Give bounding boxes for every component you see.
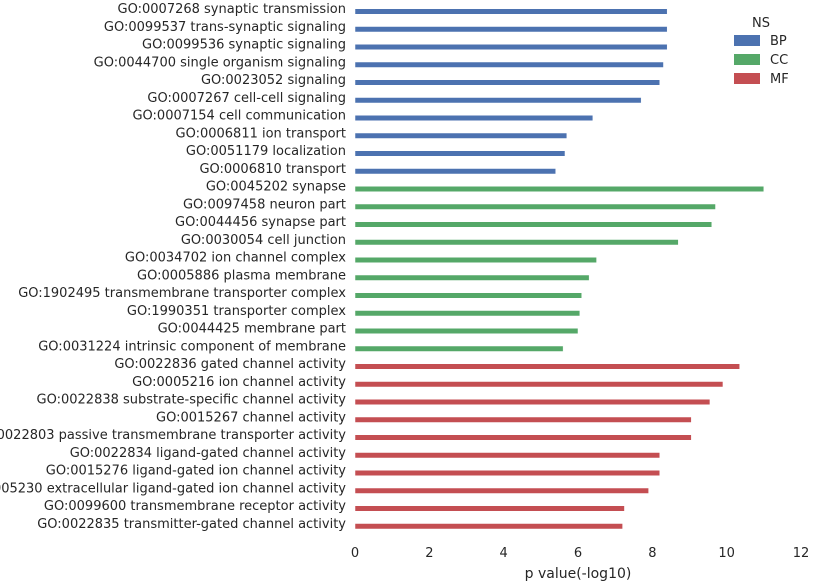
legend-label-cc: CC bbox=[770, 53, 788, 68]
bar-mf-2 bbox=[354, 399, 711, 405]
legend-label-mf: MF bbox=[770, 72, 789, 87]
bar-bp-4 bbox=[354, 79, 661, 86]
category-label: GO:0099536 synaptic signaling bbox=[142, 38, 346, 53]
category-label: GO:0022836 gated channel activity bbox=[114, 357, 346, 372]
category-label: GO:1902495 transmembrane transporter com… bbox=[18, 286, 346, 301]
category-label: GO:0097458 neuron part bbox=[183, 197, 346, 212]
bar-bp-5 bbox=[354, 97, 642, 104]
category-label: GO:0015267 channel activity bbox=[156, 410, 346, 425]
category-label: GO:0022803 passive transmembrane transpo… bbox=[0, 428, 346, 443]
x-axis-title: p value(-log10) bbox=[525, 566, 632, 582]
category-label: GO:0007267 cell-cell signaling bbox=[147, 91, 346, 106]
legend: NS BP CC MF bbox=[734, 16, 789, 87]
category-label: GO:0044425 membrane part bbox=[158, 322, 346, 337]
x-tick-label: 10 bbox=[718, 546, 735, 561]
x-tick-label: 12 bbox=[793, 546, 810, 561]
bar-bp-0 bbox=[354, 8, 668, 15]
bar-bp-3 bbox=[354, 61, 664, 68]
bar-mf-7 bbox=[354, 487, 649, 494]
bar-mf-8 bbox=[354, 505, 625, 512]
bar-bp-2 bbox=[354, 44, 668, 50]
x-tick-label: 0 bbox=[351, 546, 359, 561]
category-label: GO:0030054 cell junction bbox=[181, 233, 346, 248]
category-label: GO:0022838 substrate-specific channel ac… bbox=[37, 393, 347, 408]
category-label: GO:0022834 ligand-gated channel activity bbox=[70, 446, 347, 461]
category-label: GO:0005230 extracellular ligand-gated io… bbox=[0, 481, 346, 496]
bar-mf-6 bbox=[354, 470, 661, 476]
x-tick-label: 2 bbox=[425, 546, 433, 561]
bar-bp-6 bbox=[354, 115, 594, 121]
category-label: GO:0007154 cell communication bbox=[132, 109, 346, 124]
bar-cc-4 bbox=[354, 257, 597, 263]
category-label: GO:0099600 transmembrane receptor activi… bbox=[44, 499, 346, 514]
bar-bp-9 bbox=[354, 168, 556, 175]
legend-label-bp: BP bbox=[770, 34, 787, 49]
category-label: GO:0006810 transport bbox=[199, 162, 346, 177]
bar-cc-7 bbox=[354, 310, 581, 317]
category-label: GO:0023052 signaling bbox=[201, 73, 346, 88]
category-label: GO:0005216 ion channel activity bbox=[132, 375, 346, 390]
category-label: GO:0007268 synaptic transmission bbox=[118, 2, 346, 17]
bar-cc-5 bbox=[354, 274, 590, 281]
category-label: GO:0099537 trans-synaptic signaling bbox=[104, 20, 346, 35]
bar-bp-1 bbox=[354, 26, 668, 33]
x-axis-ticks: 0 2 4 6 8 10 12 bbox=[351, 546, 809, 561]
category-labels: GO:0007268 synaptic transmission GO:00995… bbox=[0, 2, 346, 532]
category-label: GO:0005886 plasma membrane bbox=[137, 268, 346, 283]
legend-title: NS bbox=[752, 16, 770, 31]
bar-cc-8 bbox=[354, 328, 579, 334]
bar-mf-5 bbox=[354, 452, 661, 459]
category-label: GO:0006811 ion transport bbox=[176, 126, 347, 141]
bar-cc-9 bbox=[354, 345, 564, 352]
category-label: GO:0044456 synapse part bbox=[175, 215, 346, 230]
bar-cc-0 bbox=[354, 186, 765, 192]
category-label: GO:0051179 localization bbox=[186, 144, 346, 159]
x-tick-label: 6 bbox=[574, 546, 582, 561]
category-label: GO:0031224 intrinsic component of membra… bbox=[38, 339, 346, 354]
bar-mf-3 bbox=[354, 416, 692, 423]
bars-layer bbox=[354, 8, 765, 530]
category-label: GO:0022835 transmitter-gated channel act… bbox=[37, 517, 346, 532]
category-label: GO:1990351 transporter complex bbox=[127, 304, 346, 319]
legend-swatch-cc bbox=[734, 54, 760, 65]
x-tick-label: 8 bbox=[648, 546, 656, 561]
bar-cc-2 bbox=[354, 221, 713, 228]
bar-mf-9 bbox=[354, 523, 623, 530]
category-label: GO:0045202 synapse bbox=[206, 180, 346, 195]
bar-cc-6 bbox=[354, 292, 582, 299]
bar-mf-0 bbox=[354, 363, 740, 370]
category-label: GO:0044700 single organism signaling bbox=[94, 55, 346, 70]
bar-mf-4 bbox=[354, 434, 692, 441]
bar-cc-1 bbox=[354, 203, 716, 210]
bar-bp-7 bbox=[354, 132, 568, 139]
x-tick-label: 4 bbox=[500, 546, 508, 561]
bar-mf-1 bbox=[354, 381, 724, 388]
category-label: GO:0015276 ligand-gated ion channel acti… bbox=[46, 464, 347, 479]
bar-bp-8 bbox=[354, 150, 566, 157]
legend-swatch-mf bbox=[734, 73, 760, 84]
bar-cc-3 bbox=[354, 239, 679, 246]
category-label: GO:0034702 ion channel complex bbox=[125, 251, 346, 266]
legend-swatch-bp bbox=[734, 35, 760, 46]
